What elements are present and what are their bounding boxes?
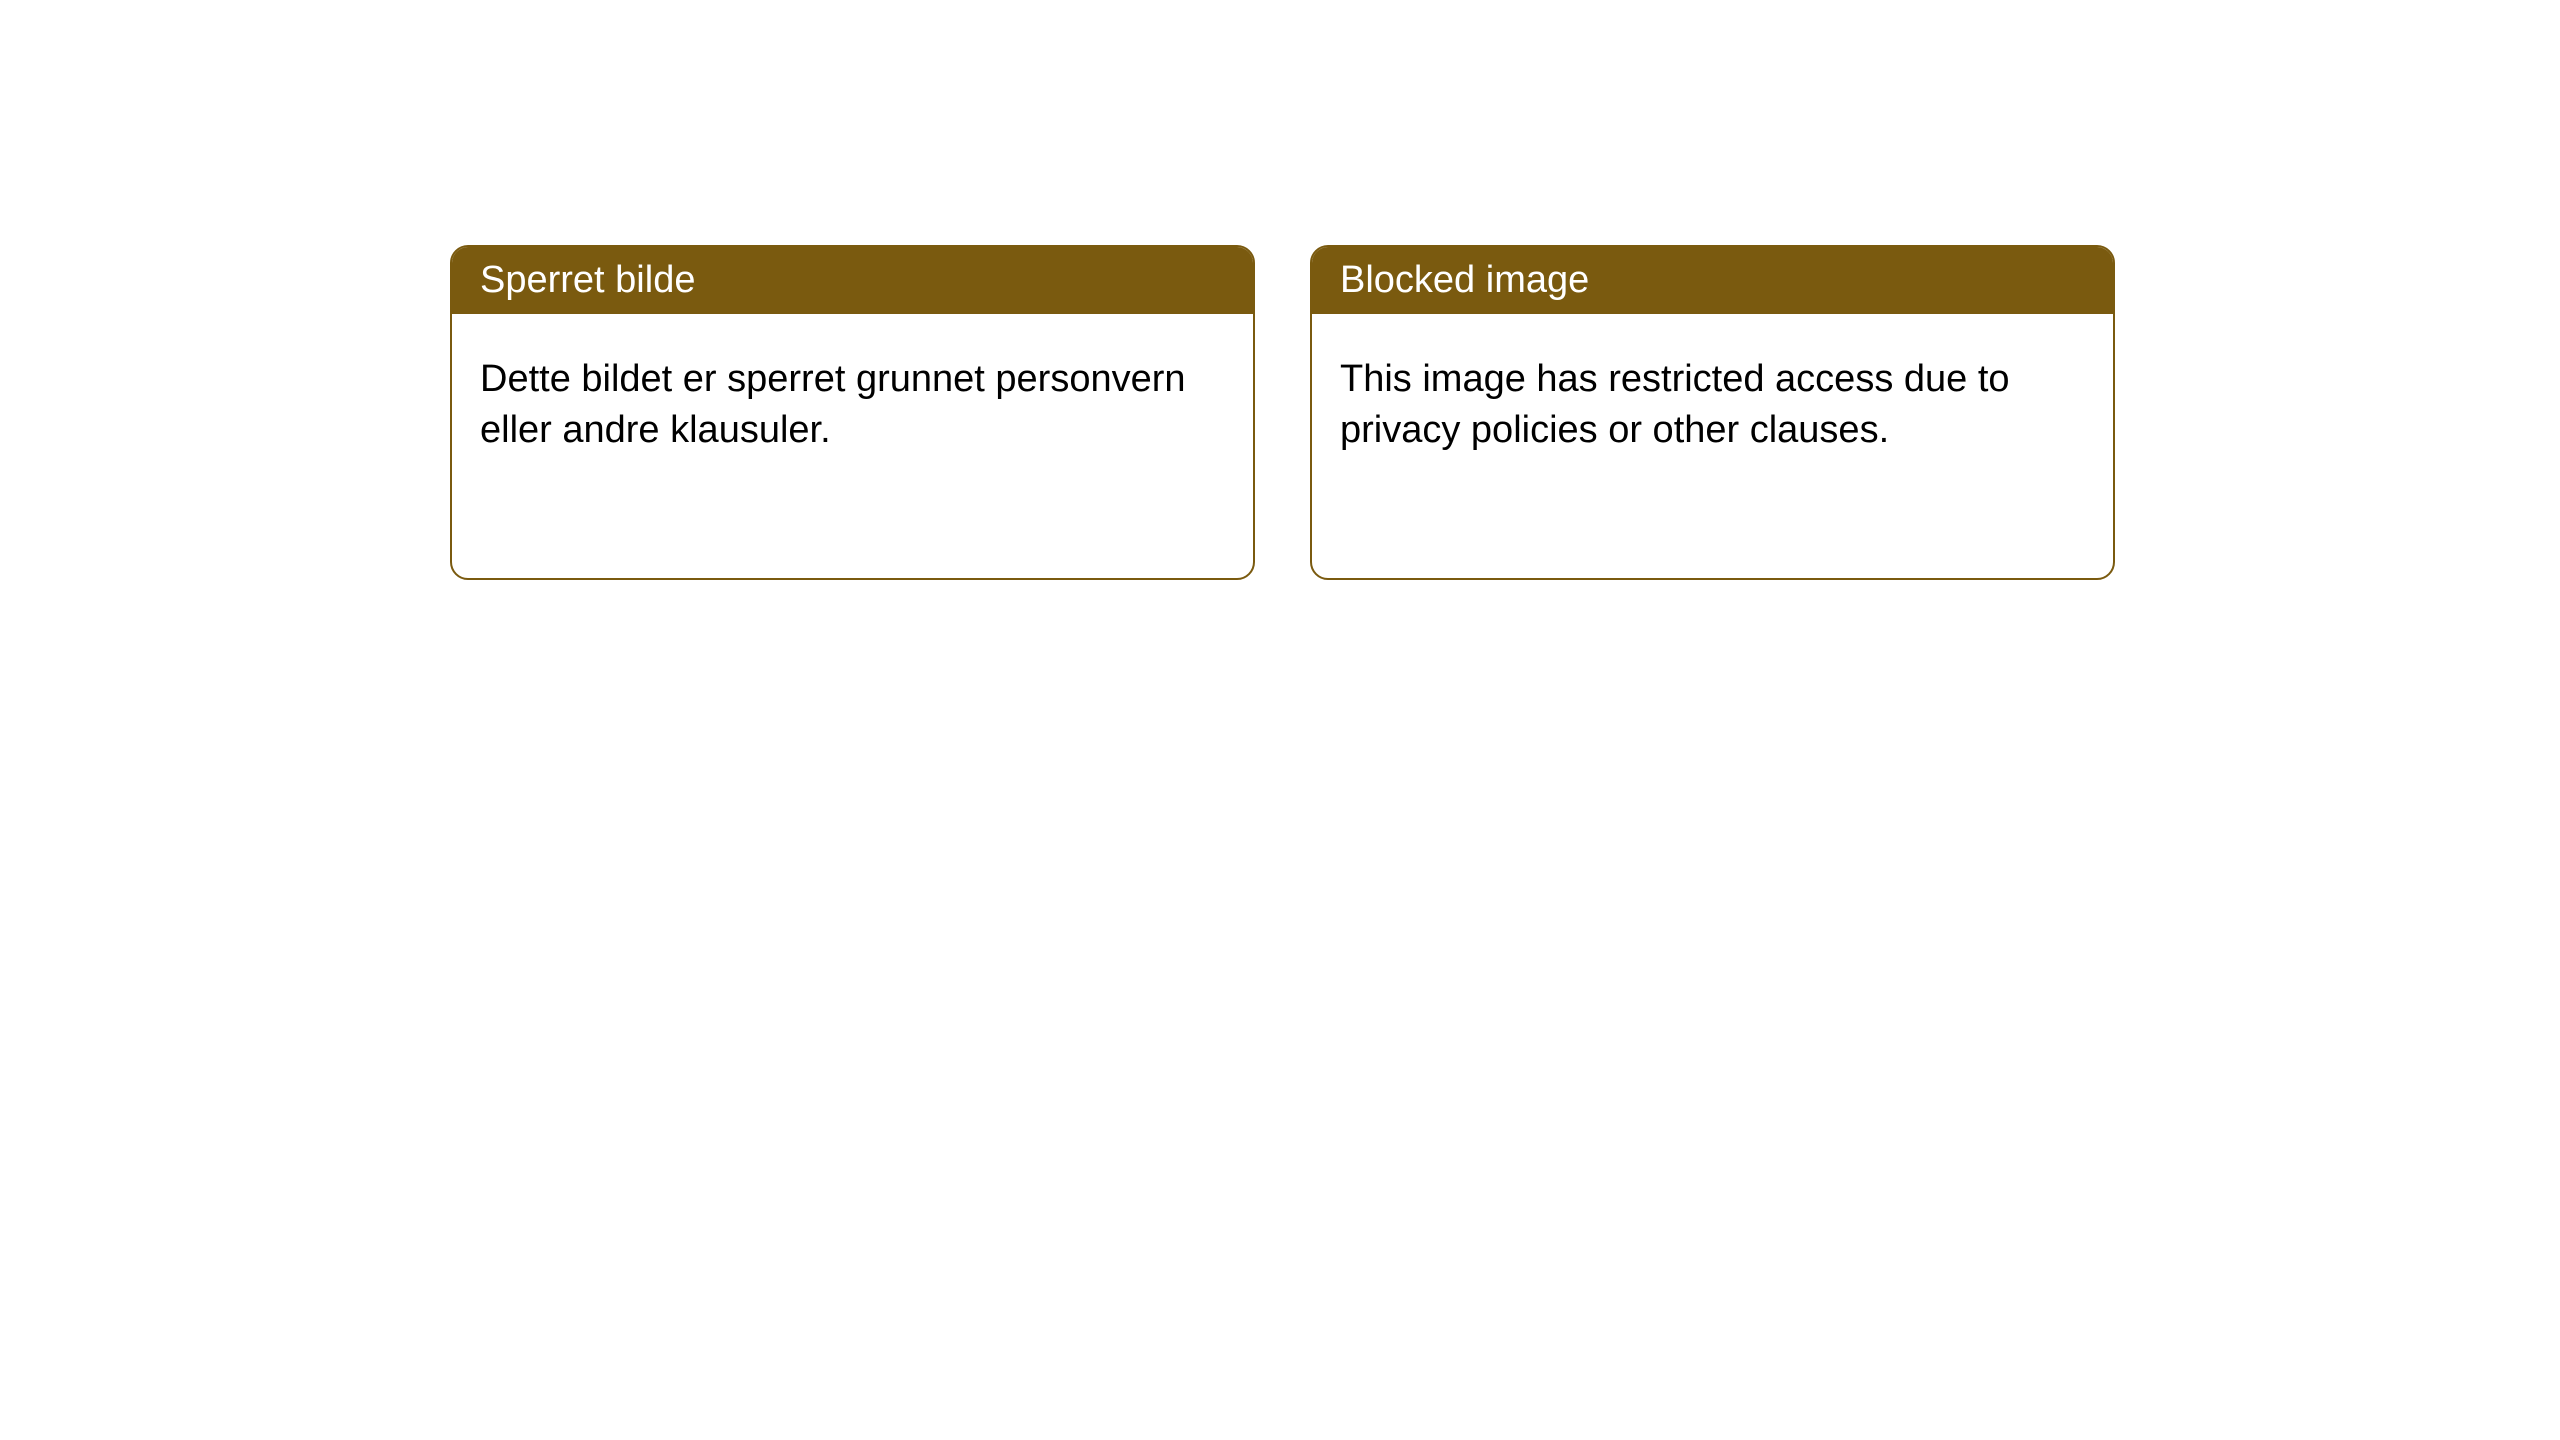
card-body-norwegian: Dette bildet er sperret grunnet personve… [452, 314, 1253, 497]
blocked-image-cards: Sperret bilde Dette bildet er sperret gr… [450, 245, 2115, 580]
card-title-norwegian: Sperret bilde [480, 259, 695, 301]
card-header-english: Blocked image [1312, 247, 2113, 314]
card-body-english: This image has restricted access due to … [1312, 314, 2113, 497]
card-text-english: This image has restricted access due to … [1340, 358, 2010, 451]
card-text-norwegian: Dette bildet er sperret grunnet personve… [480, 358, 1186, 451]
card-title-english: Blocked image [1340, 259, 1589, 301]
card-english: Blocked image This image has restricted … [1310, 245, 2115, 580]
card-norwegian: Sperret bilde Dette bildet er sperret gr… [450, 245, 1255, 580]
card-header-norwegian: Sperret bilde [452, 247, 1253, 314]
